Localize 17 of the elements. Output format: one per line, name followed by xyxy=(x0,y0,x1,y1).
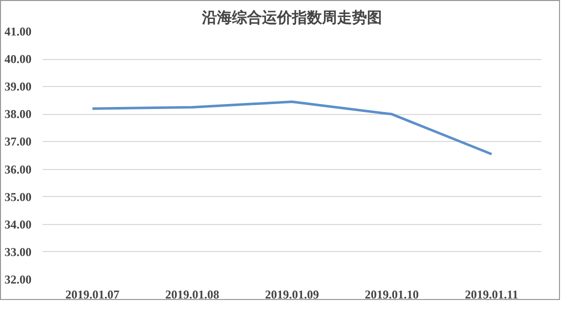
y-tick-label: 34.00 xyxy=(4,217,32,232)
y-tick-label: 38.00 xyxy=(4,107,32,122)
chart-title: 沿海综合运价指数周走势图 xyxy=(201,8,382,26)
y-tick-label: 33.00 xyxy=(4,244,32,259)
y-tick-label: 39.00 xyxy=(4,80,32,94)
y-tick-label: 37.00 xyxy=(4,134,32,149)
y-tick-label: 32.00 xyxy=(4,272,32,286)
x-tick-label: 2019.01.10 xyxy=(364,288,419,302)
x-tick-label: 2019.01.11 xyxy=(464,288,518,302)
x-tick-label: 2019.01.08 xyxy=(165,288,220,302)
line-series xyxy=(91,100,493,156)
x-tick-label: 2019.01.09 xyxy=(265,288,319,302)
x-tick-label: 2019.01.07 xyxy=(65,288,120,302)
y-tick-label: 40.00 xyxy=(4,52,32,66)
y-tick-label: 35.00 xyxy=(4,190,32,204)
y-tick-label: 41.00 xyxy=(4,24,32,38)
y-tick-label: 36.00 xyxy=(4,162,32,176)
